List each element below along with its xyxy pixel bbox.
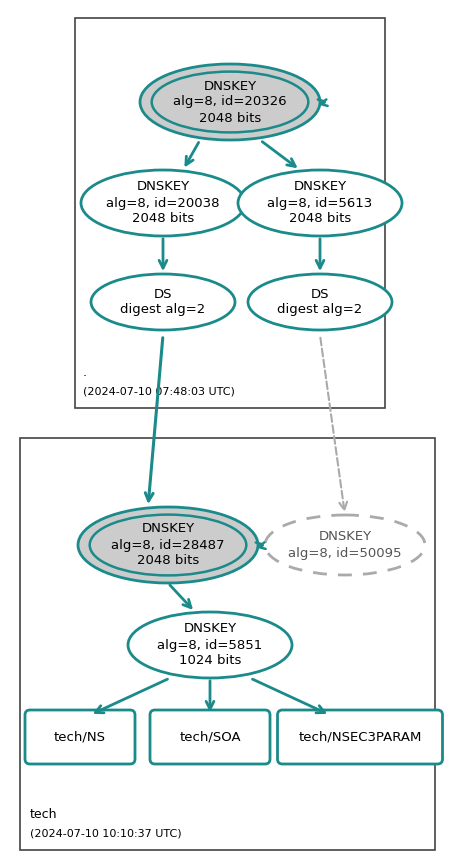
Text: tech/SOA: tech/SOA xyxy=(179,731,241,744)
Text: DNSKEY
alg=8, id=5613
2048 bits: DNSKEY alg=8, id=5613 2048 bits xyxy=(267,181,373,226)
Text: (2024-07-10 10:10:37 UTC): (2024-07-10 10:10:37 UTC) xyxy=(30,828,182,838)
Bar xyxy=(20,438,435,850)
Ellipse shape xyxy=(140,64,320,140)
Ellipse shape xyxy=(91,274,235,330)
Ellipse shape xyxy=(78,507,258,583)
Text: DS
digest alg=2: DS digest alg=2 xyxy=(277,287,362,317)
Ellipse shape xyxy=(81,170,245,236)
Text: DNSKEY
alg=8, id=5851
1024 bits: DNSKEY alg=8, id=5851 1024 bits xyxy=(157,623,263,668)
Text: tech: tech xyxy=(30,808,58,821)
FancyBboxPatch shape xyxy=(278,710,443,764)
FancyBboxPatch shape xyxy=(25,710,135,764)
Text: (2024-07-10 07:48:03 UTC): (2024-07-10 07:48:03 UTC) xyxy=(83,386,235,396)
Text: tech/NS: tech/NS xyxy=(54,731,106,744)
Text: tech/NSEC3PARAM: tech/NSEC3PARAM xyxy=(299,731,422,744)
Text: DNSKEY
alg=8, id=20326
2048 bits: DNSKEY alg=8, id=20326 2048 bits xyxy=(173,80,287,125)
Text: DS
digest alg=2: DS digest alg=2 xyxy=(120,287,206,317)
Ellipse shape xyxy=(128,612,292,678)
Text: DNSKEY
alg=8, id=28487
2048 bits: DNSKEY alg=8, id=28487 2048 bits xyxy=(111,522,225,567)
Ellipse shape xyxy=(248,274,392,330)
Text: DNSKEY
alg=8, id=20038
2048 bits: DNSKEY alg=8, id=20038 2048 bits xyxy=(106,181,220,226)
Text: .: . xyxy=(83,366,87,379)
Bar xyxy=(75,18,385,408)
Ellipse shape xyxy=(265,515,425,575)
FancyBboxPatch shape xyxy=(150,710,270,764)
Text: DNSKEY
alg=8, id=50095: DNSKEY alg=8, id=50095 xyxy=(288,530,402,560)
Ellipse shape xyxy=(238,170,402,236)
